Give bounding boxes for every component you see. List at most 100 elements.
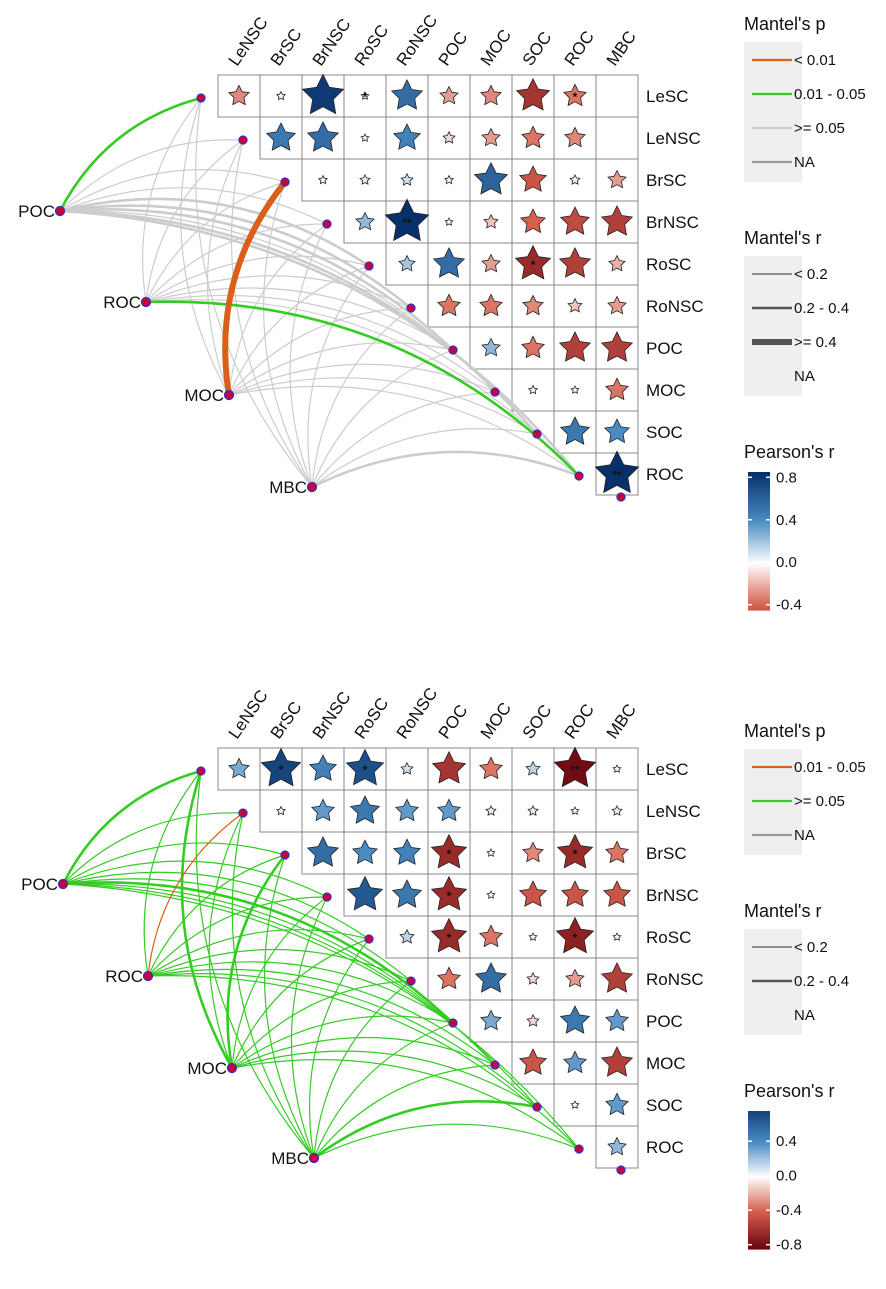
colorbar-segment — [748, 1235, 770, 1239]
legend-key-bg — [744, 42, 802, 182]
row-label: LeNSC — [646, 802, 701, 821]
colorbar-segment — [748, 570, 770, 574]
row-label: BrSC — [646, 171, 687, 190]
column-label: LeNSC — [225, 13, 272, 69]
colorbar-segment — [748, 1191, 770, 1195]
legend: Mantel's p < 0.01 0.01 - 0.05 >= 0.05 NA Mant… — [744, 14, 866, 614]
legend-label: 0.01 - 0.05 — [794, 759, 866, 776]
correlation-star — [437, 293, 461, 317]
correlation-star — [486, 848, 496, 857]
colorbar-label: -0.4 — [776, 1202, 802, 1219]
correlation-star — [395, 798, 419, 822]
endpoint-dot — [532, 429, 542, 439]
colorbar-segment — [748, 1175, 770, 1179]
correlation-star — [443, 174, 455, 185]
colorbar-segment — [748, 511, 770, 514]
colorbar-segment — [748, 1117, 770, 1121]
significance-label: * — [279, 763, 284, 777]
correlation-star — [474, 961, 508, 993]
row-label: POC — [646, 1012, 683, 1031]
colorbar-segment — [748, 1203, 770, 1206]
row-label: RoNSC — [646, 297, 704, 316]
colorbar-segment — [748, 504, 770, 508]
correlation-star — [563, 1050, 587, 1074]
row-label: LeSC — [646, 760, 689, 779]
mantel-edge — [62, 871, 370, 940]
significance-label: * — [573, 90, 578, 104]
mantel-edge — [59, 204, 412, 310]
correlation-star — [521, 335, 545, 359]
colorbar-segment — [748, 1120, 770, 1124]
legend-label: 0.01 - 0.05 — [794, 86, 866, 103]
colorbar-segment — [748, 1173, 770, 1176]
significance-label: * — [531, 258, 536, 272]
mantel-edge — [231, 1036, 496, 1069]
correlation-star — [525, 760, 541, 776]
row-label: POC — [646, 339, 683, 358]
correlation-star — [399, 928, 415, 944]
correlation-star — [567, 297, 583, 313]
colorbar-segment — [748, 1207, 770, 1211]
correlation-star — [360, 91, 370, 100]
correlation-star — [603, 418, 631, 444]
column-label: BrSC — [267, 698, 306, 742]
colorbar-segment — [748, 587, 770, 590]
correlation-star — [486, 890, 496, 899]
correlation-star — [437, 798, 461, 822]
colorbar-segment — [748, 550, 770, 554]
colorbar-segment — [748, 605, 770, 609]
mantel-edge — [228, 265, 370, 396]
correlation-star — [481, 253, 501, 273]
endpoint-dot — [364, 934, 374, 944]
mantel-edge — [231, 139, 313, 488]
colorbar-segment — [748, 524, 770, 528]
colorbar-segment — [748, 1113, 770, 1117]
mantel-edge — [208, 812, 244, 1069]
correlation-star — [569, 174, 581, 185]
correlation-star — [607, 169, 627, 189]
colorbar-segment — [748, 1154, 770, 1158]
correlation-star — [479, 924, 503, 948]
correlation-star — [527, 384, 539, 395]
row-label: BrNSC — [646, 886, 699, 905]
legend-key-bg — [744, 256, 802, 396]
colorbar-segment — [748, 589, 770, 593]
mantel-edge — [231, 980, 412, 1069]
correlation-star — [306, 835, 340, 867]
colorbar-segment — [748, 545, 770, 549]
legend-label: < 0.01 — [794, 52, 836, 69]
correlation-star — [528, 932, 538, 941]
correlation-star — [605, 1092, 629, 1116]
colorbar-segment — [748, 485, 770, 489]
colorbar-label: 0.0 — [776, 554, 797, 571]
node-dot — [223, 389, 235, 401]
mantel-edge — [311, 391, 496, 488]
mantel-edge — [313, 980, 412, 1159]
colorbar-segment — [748, 1136, 770, 1140]
colorbar-segment — [748, 1239, 770, 1243]
correlation-star — [522, 841, 544, 863]
endpoint-dot — [280, 177, 290, 187]
colorbar-segment — [748, 561, 770, 565]
correlation-star — [560, 880, 590, 907]
mantel-edge — [263, 181, 313, 488]
mantel-edge — [231, 938, 370, 1069]
mantel-edge — [311, 349, 454, 488]
correlation-star — [612, 764, 622, 773]
colorbar-segment — [748, 490, 770, 494]
endpoint-dot — [490, 387, 500, 397]
colorbar-segment — [748, 1157, 770, 1160]
mantel-edge — [313, 1064, 496, 1159]
colorbar-segment — [748, 568, 770, 572]
correlation-star — [607, 295, 627, 315]
colorbar-segment — [748, 1124, 770, 1128]
mantel-edges — [61, 769, 580, 1160]
colorbar-label: 0.4 — [776, 512, 797, 529]
correlation-star — [349, 795, 381, 824]
colorbar-segment — [748, 506, 770, 510]
matrix-cell — [595, 116, 639, 160]
colorbar-segment — [748, 564, 770, 567]
mantel-edge — [147, 929, 370, 977]
colorbar-segment — [748, 1214, 770, 1218]
